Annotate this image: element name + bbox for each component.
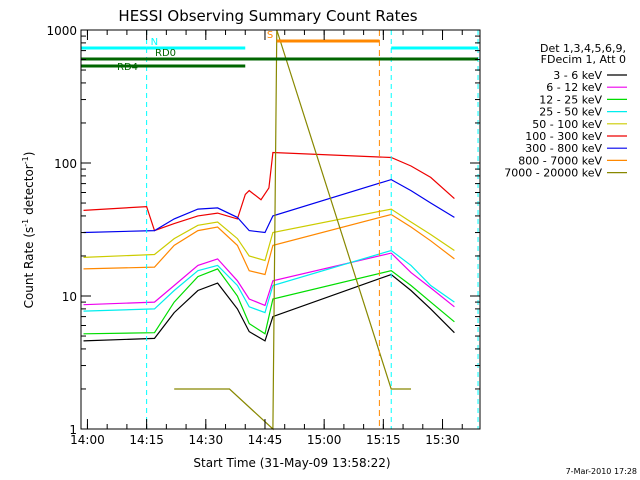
legend-label-3: 25 - 50 keV <box>539 106 602 119</box>
x-tick-label-2: 14:30 <box>189 433 224 447</box>
axis-ticks: 14:00 14:15 14:30 14:45 15:00 15:15 15:30 1 10 10… <box>46 24 480 447</box>
x-tick-label-3: 14:45 <box>248 433 283 447</box>
series-line-6 <box>83 178 455 234</box>
legend-label-7: 800 - 7000 keV <box>518 154 602 167</box>
plot-frame <box>80 29 481 430</box>
legend-label-6: 300 - 800 keV <box>525 142 602 155</box>
legend-label-5: 100 - 300 keV <box>525 130 602 143</box>
y-tick-label-3: 1000 <box>46 24 77 38</box>
chart-title: HESSI Observing Summary Count Rates <box>118 7 417 25</box>
x-tick-label-1: 14:15 <box>129 433 164 447</box>
vertical-markers <box>146 30 479 429</box>
x-axis-label: Start Time (31-May-09 13:58:22) <box>193 456 390 470</box>
series-layer <box>83 29 455 431</box>
x-tick-label-0: 14:00 <box>70 433 105 447</box>
y-tick-label-1: 10 <box>62 290 77 304</box>
legend: Det 1,3,4,5,6,9, FDecim 1, Att 0 3 - 6 k… <box>504 42 627 180</box>
legend-header-2: FDecim 1, Att 0 <box>541 53 626 66</box>
y-tick-label-2: 100 <box>54 157 77 171</box>
series-line-4 <box>83 208 455 262</box>
series-line-7 <box>83 213 455 276</box>
series-line-2 <box>83 268 455 335</box>
footer-date: 7-Mar-2010 17:28 <box>566 467 637 476</box>
x-tick-label-6: 15:30 <box>425 433 460 447</box>
series-line-3 <box>83 249 455 314</box>
legend-label-0: 3 - 6 keV <box>553 69 602 82</box>
y-tick-label-0: 1 <box>69 423 77 437</box>
y-axis-label: Count Rate (s-1 detector-1) <box>21 152 36 309</box>
x-tick-label-4: 15:00 <box>307 433 342 447</box>
legend-label-8: 7000 - 20000 keV <box>504 167 602 180</box>
legend-label-1: 6 - 12 keV <box>546 81 602 94</box>
legend-header-1: Det 1,3,4,5,6,9, <box>540 42 626 55</box>
flag-label-0: N <box>151 37 158 48</box>
flag-label-1: RD0 <box>155 48 176 59</box>
legend-label-4: 50 - 100 keV <box>532 118 602 131</box>
series-line-1 <box>83 252 455 308</box>
flag-label-3: S <box>267 30 273 41</box>
flag-label-2: RD4 <box>117 62 138 73</box>
series-line-5 <box>83 151 455 232</box>
series-line-8 <box>174 29 411 431</box>
legend-label-2: 12 - 25 keV <box>539 93 602 106</box>
x-tick-label-5: 15:15 <box>366 433 401 447</box>
series-line-0 <box>83 273 455 342</box>
